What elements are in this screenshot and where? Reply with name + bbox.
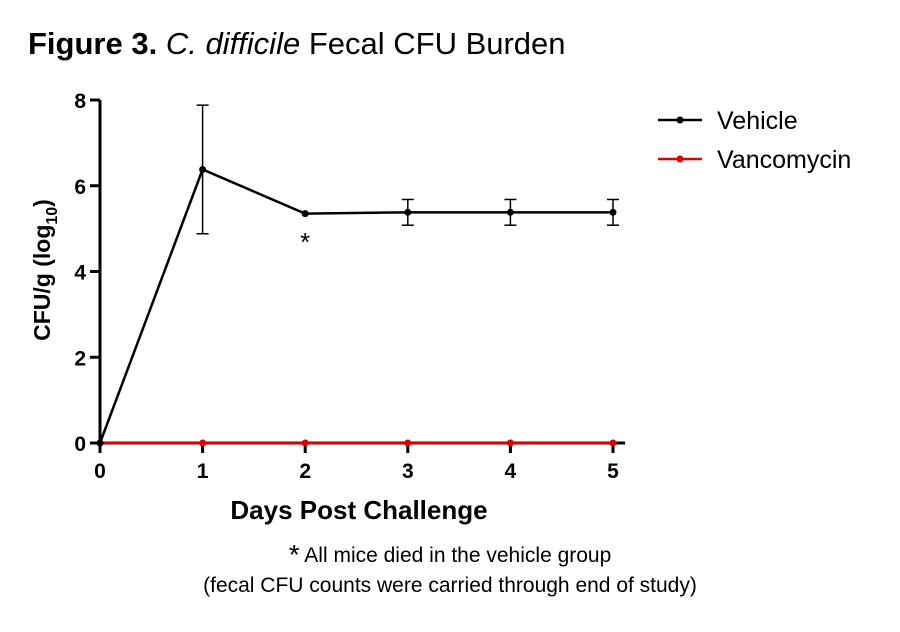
data-point (301, 439, 309, 447)
y-axis-label-subscript: 10 (44, 207, 61, 225)
x-tick-label: 2 (299, 460, 311, 483)
data-point (301, 210, 309, 218)
annotations: * (300, 227, 310, 257)
significance-marker: * (300, 227, 310, 257)
data-point (96, 439, 104, 447)
legend-swatch-marker (676, 155, 684, 163)
y-axis-label-main: CFU/g (log (29, 225, 55, 341)
data-point (199, 165, 207, 173)
data-point (404, 439, 412, 447)
data-point (609, 439, 617, 447)
y-tick-label: 2 (74, 347, 86, 370)
legend-swatch-marker (676, 116, 684, 124)
legend: Vehicle Vancomycin (658, 107, 851, 174)
footnote: * All mice died in the vehicle group (fe… (0, 540, 900, 601)
organism-name: C. difficile (165, 26, 301, 61)
chart-title: Figure 3. C. difficile Fecal CFU Burden (28, 22, 566, 66)
series-line (98, 167, 613, 444)
x-tick-label: 4 (505, 460, 517, 483)
y-tick-label: 0 (74, 433, 86, 456)
y-tick-label: 6 (74, 176, 86, 199)
data-point (506, 439, 514, 447)
footnote-line-2: (fecal CFU counts were carried through e… (203, 574, 697, 597)
y-axis-label-close: ) (29, 199, 55, 207)
footnote-star: * (288, 539, 300, 570)
footnote-line-1: * All mice died in the vehicle group (0, 540, 900, 571)
axes: 0 2 4 6 8 0 1 2 3 4 5 (74, 90, 625, 483)
x-tick-label: 0 (94, 460, 106, 483)
footnote-text-1: All mice died in the vehicle group (299, 544, 612, 567)
x-axis-label: Days Post Challenge (230, 495, 487, 525)
series-vancomycin (96, 439, 617, 447)
figure-number: Figure 3. (28, 26, 158, 61)
legend-label: Vancomycin (717, 146, 851, 174)
x-tick-label: 1 (197, 460, 209, 483)
title-text: Fecal CFU Burden (308, 26, 566, 61)
legend-item-vehicle: Vehicle (658, 107, 798, 135)
y-tick-label: 8 (74, 90, 86, 113)
data-point (404, 208, 412, 216)
legend-label: Vehicle (717, 107, 798, 135)
data-point (609, 208, 617, 216)
y-axis-label: CFU/g (log10) (29, 199, 61, 341)
x-tick-label: 3 (402, 460, 414, 483)
legend-item-vancomycin: Vancomycin (658, 146, 851, 174)
data-point (199, 439, 207, 447)
y-tick-label: 4 (74, 262, 86, 285)
x-tick-label: 5 (607, 460, 619, 483)
data-point (506, 208, 514, 216)
data-series (96, 104, 619, 447)
series-vehicle (96, 104, 619, 447)
